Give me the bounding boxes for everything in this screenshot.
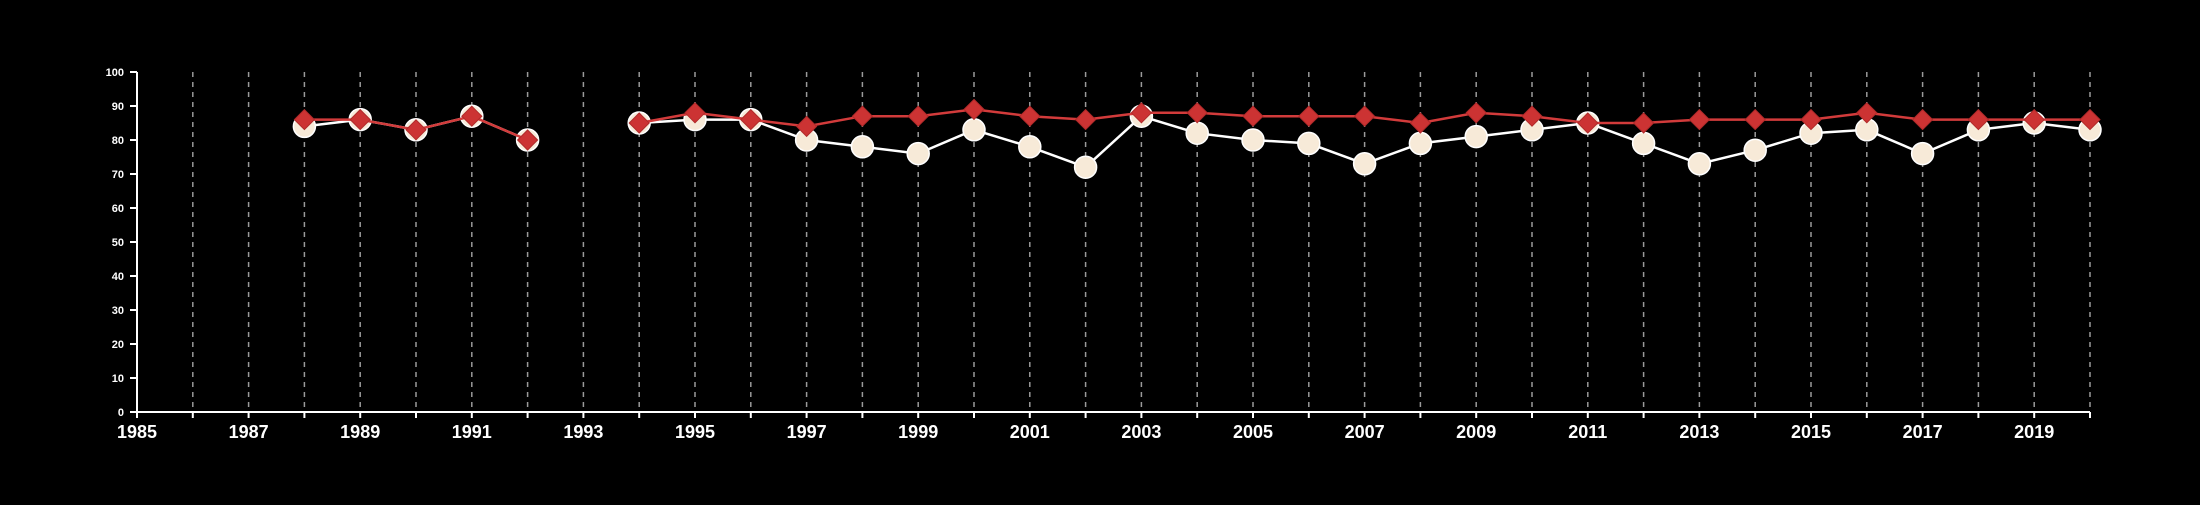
diamond-point-2004 — [1186, 102, 1208, 124]
x-tick-label-2013: 2013 — [1679, 422, 1719, 442]
diamond-point-2000 — [963, 98, 985, 121]
diamond-point-2010 — [1521, 105, 1543, 127]
circle-point-1999 — [906, 141, 930, 166]
x-tick-label-1985: 1985 — [117, 422, 157, 442]
circle-point-2006 — [1297, 131, 1321, 156]
grid-lines — [192, 72, 2091, 412]
diamond-point-2018 — [1967, 108, 1990, 131]
diamond-point-2020 — [2079, 108, 2101, 131]
x-tick-label-1989: 1989 — [340, 422, 380, 442]
diamond-point-1990 — [405, 119, 427, 141]
circle-point-2007 — [1352, 152, 1377, 176]
diamond-point-1997 — [795, 115, 818, 138]
circle-point-2017 — [1910, 141, 1935, 166]
x-tick-label-2001: 2001 — [1010, 422, 1050, 442]
circle-point-2009 — [1464, 124, 1488, 149]
y-tick-label-50: 50 — [112, 237, 124, 249]
x-tick-label-2009: 2009 — [1456, 422, 1496, 442]
series-2-diamond — [293, 98, 2101, 151]
diamond-point-2016 — [1856, 102, 1878, 124]
diamond-point-2008 — [1409, 112, 1432, 134]
circle-point-2001 — [1018, 135, 1042, 159]
diamond-point-2019 — [2023, 108, 2045, 131]
y-tick-label-80: 80 — [112, 135, 124, 147]
diamond-point-1996 — [740, 108, 762, 131]
diamond-point-2003 — [1130, 102, 1153, 124]
diamond-point-2014 — [1744, 108, 1766, 131]
diamond-point-2013 — [1688, 108, 1711, 131]
x-tick-label-1991: 1991 — [452, 422, 492, 442]
diamond-point-2017 — [1911, 108, 1934, 131]
x-tick-label-2017: 2017 — [1903, 422, 1943, 442]
circle-point-2000 — [962, 118, 986, 142]
y-tick-label-40: 40 — [112, 271, 124, 283]
diamond-point-2005 — [1242, 105, 1264, 127]
x-tick-label-1987: 1987 — [229, 422, 269, 442]
diamond-point-2006 — [1298, 105, 1320, 127]
y-tick-label-70: 70 — [112, 169, 124, 181]
x-tick-label-2003: 2003 — [1121, 422, 1161, 442]
diamond-point-1994 — [628, 112, 650, 134]
circle-point-2008 — [1408, 131, 1433, 156]
diamond-point-1992 — [516, 129, 539, 151]
circle-point-2014 — [1743, 138, 1767, 162]
axes: 0 10 20 30 40 50 60 70 80 90 100 1985 1987 1989 1991 19… — [106, 67, 2091, 442]
diamond-point-2015 — [1800, 108, 1822, 131]
diamond-point-1991 — [461, 105, 483, 127]
diamond-point-2002 — [1074, 108, 1097, 131]
x-tick-label-1995: 1995 — [675, 422, 715, 442]
diamond-point-2012 — [1632, 112, 1655, 134]
diamond-point-1999 — [907, 105, 929, 127]
circle-point-2005 — [1241, 128, 1265, 152]
y-tick-label-0: 0 — [118, 407, 124, 419]
x-tick-label-1993: 1993 — [563, 422, 603, 442]
x-tick-label-1999: 1999 — [898, 422, 938, 442]
y-tick-label-60: 60 — [112, 203, 124, 215]
x-tick-label-2007: 2007 — [1345, 422, 1385, 442]
diamond-point-1988 — [293, 108, 316, 131]
x-tick-label-2005: 2005 — [1233, 422, 1273, 442]
diamond-point-1989 — [349, 108, 371, 131]
data-series — [292, 98, 2102, 179]
diamond-point-2009 — [1465, 102, 1487, 124]
x-tick-label-2019: 2019 — [2014, 422, 2054, 442]
y-tick-label-30: 30 — [112, 305, 124, 317]
diamond-point-1995 — [684, 102, 706, 124]
y-tick-label-100: 100 — [106, 67, 124, 79]
circle-point-2013 — [1687, 152, 1712, 176]
y-tick-label-10: 10 — [112, 373, 124, 385]
circle-point-2012 — [1631, 131, 1656, 156]
diamond-point-2007 — [1353, 105, 1376, 127]
circle-point-1998 — [850, 135, 875, 159]
circle-point-2002 — [1073, 155, 1098, 179]
y-tick-label-20: 20 — [112, 339, 124, 351]
diamond-point-2001 — [1019, 105, 1041, 127]
x-tick-label-2015: 2015 — [1791, 422, 1831, 442]
diamond-point-1998 — [851, 105, 874, 127]
x-tick-label-2011: 2011 — [1568, 422, 1607, 442]
diamond-point-2011 — [1577, 112, 1599, 134]
y-tick-label-90: 90 — [112, 101, 124, 113]
x-tick-label-1997: 1997 — [787, 422, 827, 442]
circle-point-2004 — [1185, 121, 1209, 145]
